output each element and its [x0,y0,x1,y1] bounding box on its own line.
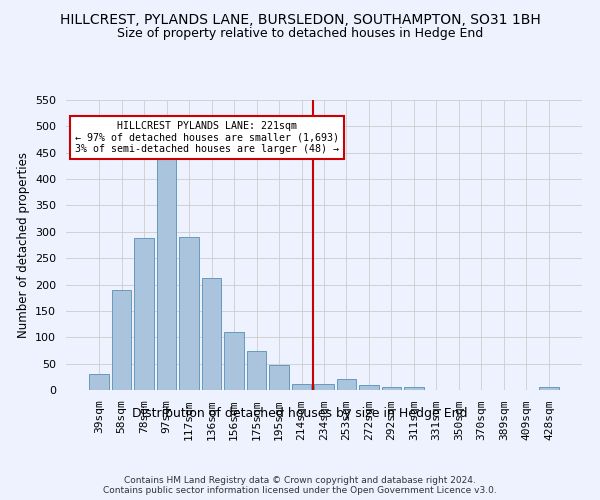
Bar [202,278,221,390]
Bar [179,237,199,390]
Bar [292,384,311,390]
Text: Distribution of detached houses by size in Hedge End: Distribution of detached houses by size … [132,408,468,420]
Bar [134,238,154,390]
Bar [112,290,131,390]
Bar [382,387,401,390]
Text: Size of property relative to detached houses in Hedge End: Size of property relative to detached ho… [117,28,483,40]
Bar [314,384,334,390]
Bar [359,384,379,390]
Text: HILLCREST, PYLANDS LANE, BURSLEDON, SOUTHAMPTON, SO31 1BH: HILLCREST, PYLANDS LANE, BURSLEDON, SOUT… [59,12,541,26]
Text: HILLCREST PYLANDS LANE: 221sqm
← 97% of detached houses are smaller (1,693)
3% o: HILLCREST PYLANDS LANE: 221sqm ← 97% of … [75,121,339,154]
Bar [269,365,289,390]
Text: Contains HM Land Registry data © Crown copyright and database right 2024.
Contai: Contains HM Land Registry data © Crown c… [103,476,497,495]
Bar [89,374,109,390]
Y-axis label: Number of detached properties: Number of detached properties [17,152,29,338]
Bar [157,148,176,390]
Bar [224,332,244,390]
Bar [247,351,266,390]
Bar [404,387,424,390]
Bar [539,387,559,390]
Bar [337,380,356,390]
